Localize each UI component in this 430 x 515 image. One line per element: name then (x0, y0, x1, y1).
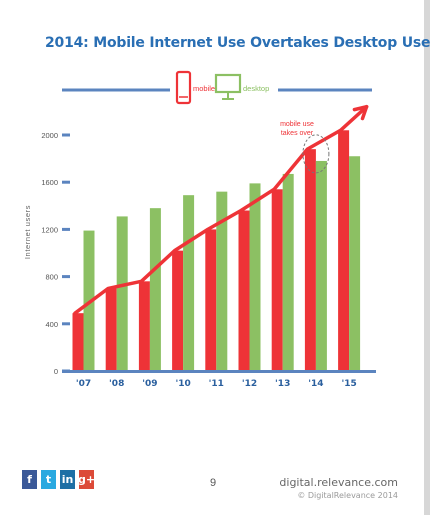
y-tick-label: 400 (45, 320, 58, 329)
x-tick-label: '10 (175, 379, 190, 389)
social-links: f t in g+ (22, 470, 95, 489)
x-tick-label: '07 (76, 379, 91, 389)
legend-desktop-label: desktop (243, 84, 269, 93)
site-link[interactable]: digital.relevance.com (279, 476, 398, 489)
bar-desktop (183, 195, 195, 371)
bar-desktop (116, 216, 128, 371)
annotation-line2: takes over (281, 130, 314, 137)
x-tick-label: '14 (308, 379, 323, 389)
y-axis-label: Internet users (23, 205, 32, 259)
twitter-icon[interactable]: t (41, 470, 56, 489)
linkedin-icon[interactable]: in (60, 470, 75, 489)
phone-icon (175, 70, 192, 105)
y-tick-label: 1600 (41, 178, 58, 187)
x-tick-label: '11 (209, 379, 224, 389)
y-tick-label: 800 (45, 273, 58, 282)
bar-mobile (304, 149, 316, 371)
copyright: © DigitalRelevance 2014 (297, 491, 398, 500)
facebook-icon[interactable]: f (22, 470, 37, 489)
bar-desktop (149, 208, 161, 371)
annotation-circle (302, 134, 330, 174)
x-tick-label: '15 (341, 379, 356, 389)
bar-mobile (172, 250, 184, 371)
page-number: 9 (210, 477, 217, 489)
bar-desktop (315, 160, 327, 371)
page-edge (424, 0, 430, 515)
bar-desktop (282, 173, 294, 371)
bar-mobile (105, 288, 117, 371)
y-tick-label: 1200 (41, 225, 58, 234)
bar-mobile (238, 210, 250, 371)
bar-mobile (72, 313, 84, 371)
bar-mobile (338, 130, 350, 371)
bar-mobile (138, 281, 150, 371)
trend-arrow-head (352, 104, 369, 121)
bar-mobile (205, 229, 217, 371)
y-tick-label: 2000 (41, 131, 58, 140)
page-title: 2014: Mobile Internet Use Overtakes Desk… (45, 35, 430, 51)
annotation-line1: mobile use (280, 121, 314, 128)
legend-mobile-label: mobile (193, 84, 215, 93)
x-tick-label: '08 (109, 379, 124, 389)
bar-desktop (349, 156, 361, 371)
y-tick-label: 0 (54, 367, 58, 376)
x-tick-label: '09 (142, 379, 157, 389)
x-tick-label: '13 (275, 379, 290, 389)
bar-desktop (216, 191, 228, 371)
monitor-icon (214, 73, 242, 100)
bar-mobile (271, 189, 283, 371)
x-tick-label: '12 (242, 379, 257, 389)
bar-desktop (249, 183, 261, 371)
googleplus-icon[interactable]: g+ (78, 470, 95, 489)
